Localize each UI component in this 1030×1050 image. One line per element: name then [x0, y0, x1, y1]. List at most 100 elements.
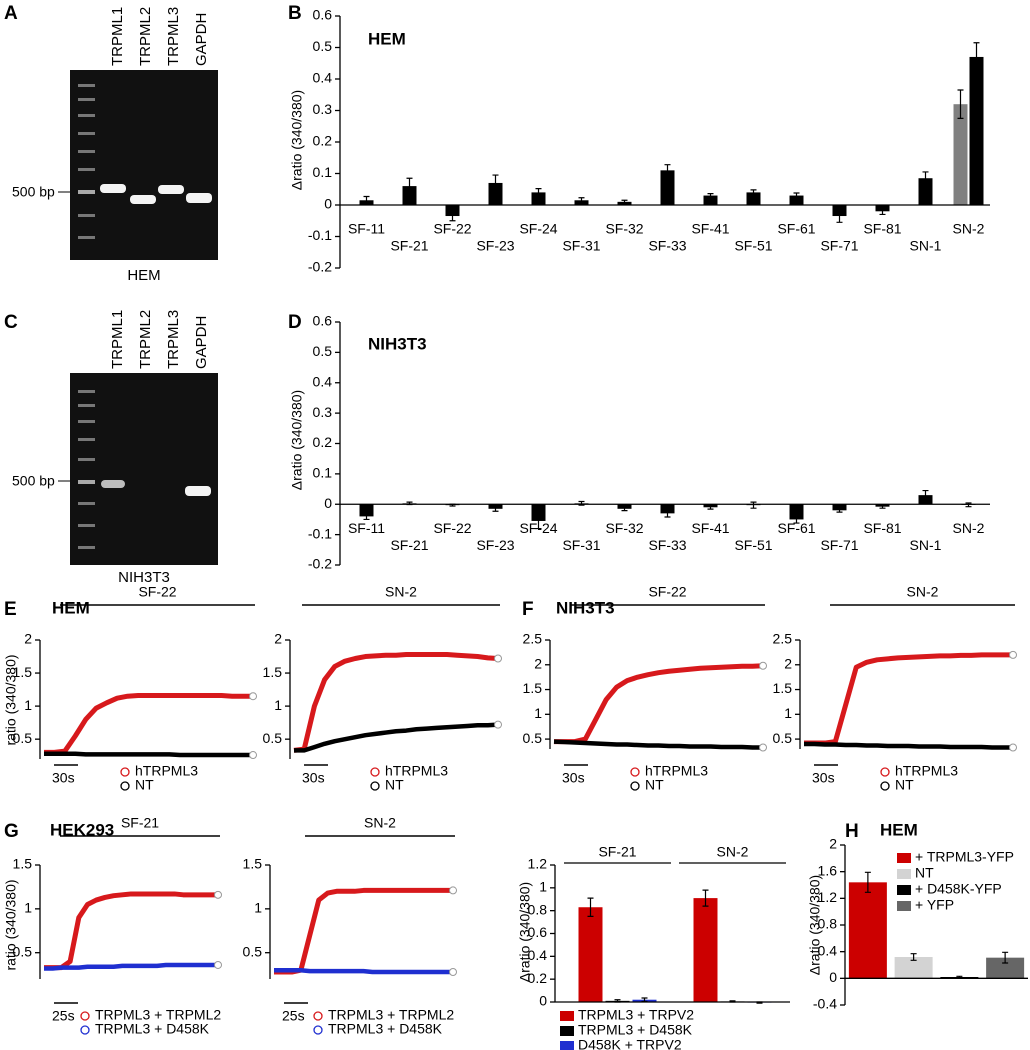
legend-label: NT — [135, 777, 154, 793]
y-tick-label: 1 — [24, 900, 32, 916]
lane-label: TRPML1 — [109, 7, 126, 66]
band — [130, 195, 156, 204]
error-bar — [922, 489, 929, 501]
stimulus-label: SN-2 — [385, 584, 417, 600]
trace — [804, 652, 1013, 746]
y-tick-label: 0.4 — [528, 947, 548, 963]
bar — [660, 170, 675, 205]
y-axis-label: ratio (340/380) — [3, 654, 19, 745]
bar — [693, 898, 718, 1002]
x-tick-label: SF-22 — [433, 520, 471, 536]
x-tick-label: SF-61 — [777, 221, 815, 237]
x-tick-label: SF-51 — [734, 238, 772, 254]
trace — [44, 751, 253, 758]
error-bar — [879, 207, 886, 216]
error-bar — [910, 953, 917, 961]
y-axis-label: Δratio (340/380) — [289, 90, 305, 190]
x-tick-label: SN-2 — [953, 520, 985, 536]
band — [100, 184, 126, 193]
bar — [359, 504, 374, 517]
gel-image — [70, 70, 218, 260]
bar — [953, 104, 968, 205]
y-tick-label: 1 — [784, 705, 792, 721]
y-tick-label: 1.5 — [773, 680, 793, 696]
trace — [293, 652, 499, 753]
panel-letter: C — [4, 312, 18, 333]
group-label: SF-21 — [598, 844, 636, 860]
y-tick-label: 0.6 — [528, 924, 548, 940]
y-tick-label: 1.5 — [523, 680, 543, 696]
panel-letter: F — [522, 599, 534, 620]
y-tick-label: 0.5 — [313, 343, 333, 359]
x-tick-label: SF-61 — [777, 520, 815, 536]
end-marker — [1009, 743, 1017, 752]
y-tick-label: 0.1 — [313, 164, 333, 180]
x-tick-label: SF-23 — [476, 238, 514, 254]
error-bar — [707, 193, 714, 199]
bar — [832, 504, 847, 511]
legend-swatch — [897, 885, 911, 895]
legend-label: TRPML3 + TRPV2 — [578, 1007, 694, 1023]
error-bar — [492, 505, 499, 512]
y-tick-label: 0.2 — [313, 434, 333, 450]
legend-marker — [630, 781, 640, 791]
y-tick-label: 2 — [534, 655, 542, 671]
scale-bar-label: 25s — [282, 1008, 305, 1024]
y-tick-label: 1 — [534, 705, 542, 721]
lane-label: TRPML1 — [109, 310, 126, 369]
legend-label: TRPML3 + D458K — [328, 1021, 443, 1037]
legend-label: NT — [895, 777, 914, 793]
legend-label: NT — [385, 777, 404, 793]
scale-bar-label: 30s — [302, 770, 325, 786]
y-tick-label: -0.1 — [308, 227, 332, 243]
gel-caption: NIH3T3 — [118, 569, 170, 586]
error-bar — [957, 89, 964, 119]
y-tick-label: 0.2 — [528, 970, 548, 986]
scale-bar-label: 30s — [52, 770, 75, 786]
bar — [789, 195, 804, 205]
bar — [660, 504, 675, 514]
legend-label: + D458K-YFP — [915, 881, 1002, 897]
legend-marker — [880, 781, 890, 791]
legend-label: TRPML3 + TRPML2 — [328, 1007, 454, 1023]
error-bar — [956, 975, 963, 979]
gel: 500 bp TRPML1 TRPML2 TRPML3 GAPDH HEM — [12, 7, 218, 284]
error-bar — [363, 512, 370, 521]
marker-label: 500 bp — [12, 184, 55, 200]
chart-title: HEM — [52, 598, 90, 617]
panel-letter: E — [4, 599, 17, 620]
y-tick-label: 0.2 — [313, 133, 333, 149]
y-tick-label: 1.5 — [243, 856, 263, 872]
bar — [969, 56, 984, 206]
stimulus-label: SF-21 — [121, 815, 159, 831]
legend-label: TRPML3 + TRPML2 — [95, 1007, 221, 1023]
trace — [44, 891, 218, 971]
error-bar — [836, 507, 843, 513]
y-tick-label: 0.3 — [313, 404, 333, 420]
scale-bar-label: 25s — [52, 1008, 75, 1024]
panel-letter: D — [288, 312, 302, 333]
legend-swatch — [897, 869, 911, 879]
error-bar — [621, 199, 628, 205]
y-axis-label: ratio (340/380) — [3, 879, 19, 970]
error-bar — [449, 210, 456, 222]
trace — [294, 722, 499, 753]
trace — [274, 887, 453, 975]
legend-swatch — [897, 901, 911, 911]
end-marker — [449, 886, 457, 895]
error-bar — [864, 871, 871, 893]
legend-marker — [80, 1011, 90, 1021]
legend-label: + TRPML3-YFP — [915, 849, 1014, 865]
y-tick-label: 0.6 — [313, 7, 333, 23]
gel-caption: HEM — [127, 267, 160, 284]
stimulus-label: SN-2 — [364, 815, 396, 831]
lane-label: TRPML3 — [165, 7, 182, 66]
error-bar — [535, 188, 542, 197]
stimulus-label: SN-2 — [907, 584, 939, 600]
y-tick-label: 0.3 — [313, 101, 333, 117]
bar — [531, 504, 546, 521]
x-tick-label: SF-24 — [519, 221, 557, 237]
error-bar — [793, 515, 800, 524]
end-marker — [1009, 650, 1017, 659]
error-bar — [973, 42, 980, 72]
